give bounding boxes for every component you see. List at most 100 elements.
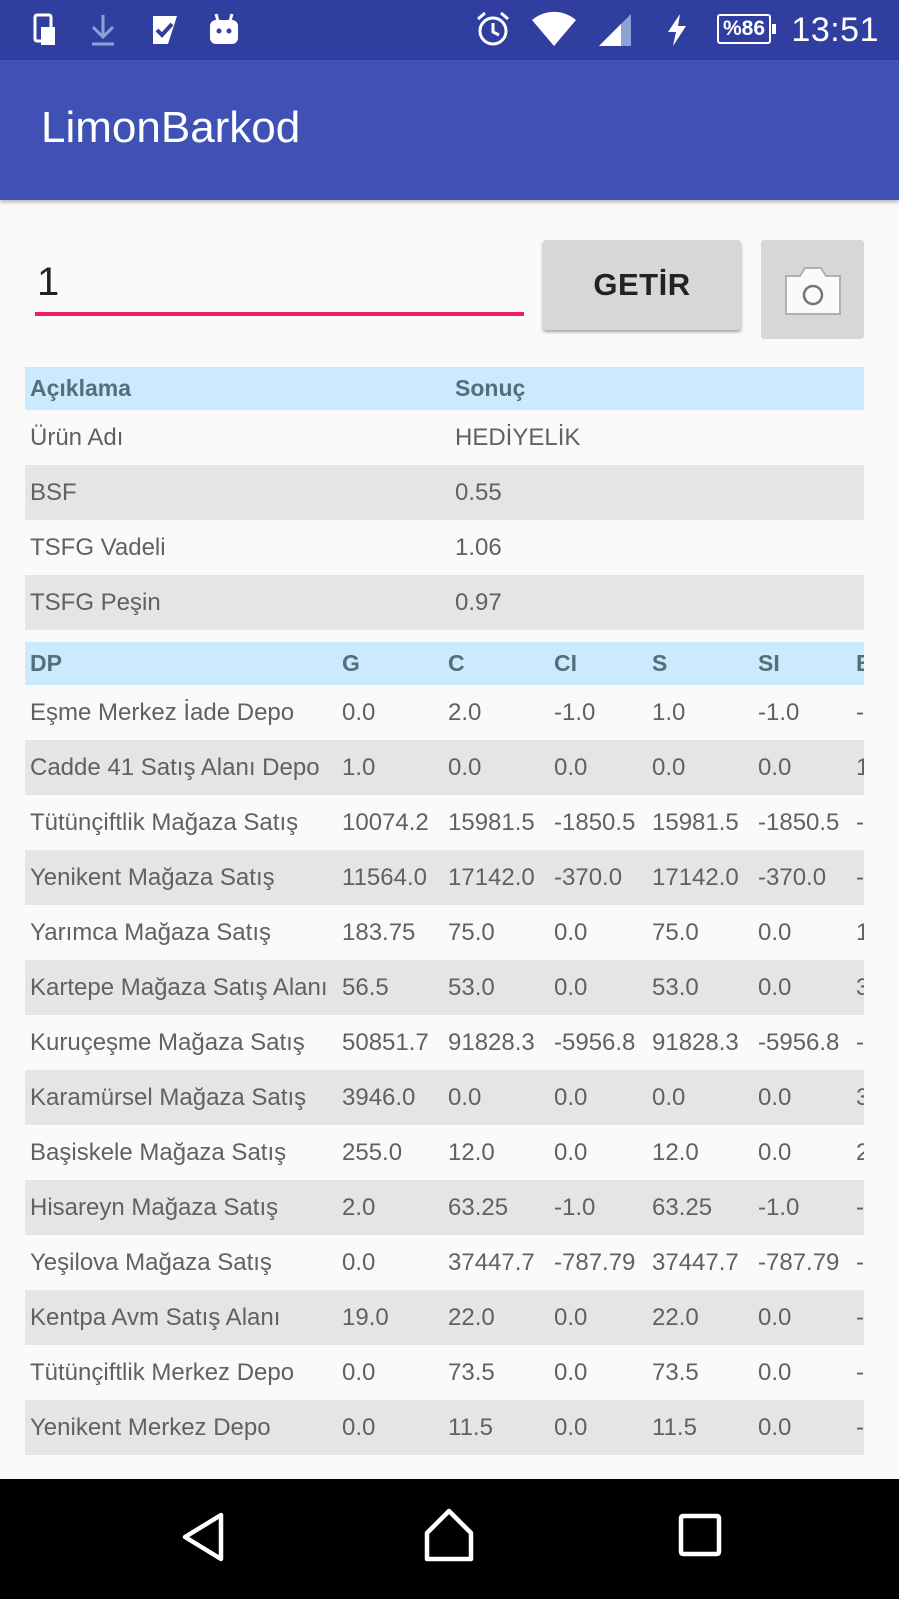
cell-c: 11.5 — [448, 1414, 493, 1441]
cell-b: - — [856, 864, 864, 891]
cell-s: 0.0 — [652, 1084, 686, 1111]
battery-icon: %86 — [717, 14, 776, 44]
cell-ci: 0.0 — [554, 919, 588, 946]
table-row: BSF 0.55 — [25, 465, 864, 520]
row-label: BSF — [30, 479, 77, 506]
camera-button[interactable] — [761, 240, 864, 339]
cell-dp: Kentpa Avm Satış Alanı — [30, 1304, 281, 1331]
cell-si: 0.0 — [758, 974, 792, 1001]
cell-g: 3946.0 — [342, 1084, 416, 1111]
column-header-dp: DP — [30, 650, 62, 676]
recents-icon[interactable] — [678, 1513, 722, 1557]
cell-dp: Yenikent Merkez Depo — [30, 1414, 271, 1441]
home-icon[interactable] — [423, 1507, 475, 1563]
table-row: Tütünçiftlik Mağaza Satış 10074.2 15981.5 -… — [25, 795, 864, 850]
cell-g: 10074.2 — [342, 809, 429, 836]
cell-c: 63.25 — [448, 1194, 509, 1221]
cell-dp: Yeşilova Mağaza Satış — [30, 1249, 272, 1276]
cell-g: 19.0 — [342, 1304, 389, 1331]
cell-c: 37447.7 — [448, 1249, 535, 1276]
column-header: Sonuç — [455, 375, 526, 401]
cell-si: 0.0 — [758, 754, 792, 781]
signal-icon — [599, 14, 631, 46]
barcode-input[interactable] — [35, 252, 524, 316]
cell-ci: -1.0 — [554, 699, 596, 726]
cell-dp: Tütünçiftlik Mağaza Satış — [30, 809, 299, 836]
cell-ci: 0.0 — [554, 1304, 588, 1331]
cell-dp: Yenikent Mağaza Satış — [30, 864, 275, 891]
cell-c: 75.0 — [448, 919, 495, 946]
getir-button[interactable]: GETİR — [543, 240, 741, 330]
cell-b: 2 — [856, 1139, 864, 1166]
cell-s: 15981.5 — [652, 809, 739, 836]
stock-table[interactable]: DP G C CI S SI B Eşme Merkez İade Depo 0.… — [25, 642, 864, 1455]
cell-dp: Karamürsel Mağaza Satış — [30, 1084, 307, 1111]
cell-c: 53.0 — [448, 974, 495, 1001]
cell-g: 0.0 — [342, 1359, 376, 1386]
cell-dp: Kuruçeşme Mağaza Satış — [30, 1029, 305, 1056]
cell-c: 12.0 — [448, 1139, 495, 1166]
cell-g: 0.0 — [342, 1414, 376, 1441]
app-title: LimonBarkod — [41, 103, 301, 152]
table-row: Hisareyn Mağaza Satış 2.0 63.25 -1.0 63.25 -1… — [25, 1180, 864, 1235]
cell-ci: 0.0 — [554, 1084, 588, 1111]
back-icon[interactable] — [179, 1509, 227, 1565]
cell-si: 0.0 — [758, 1304, 792, 1331]
cell-si: 0.0 — [758, 1414, 792, 1441]
cell-s: 63.25 — [652, 1194, 713, 1221]
cell-g: 255.0 — [342, 1139, 403, 1166]
cell-si: -1.0 — [758, 699, 800, 726]
status-bar: %86 13:51 — [0, 0, 899, 60]
table-row: Cadde 41 Satış Alanı Depo 1.0 0.0 0.0 0.0 0.0… — [25, 740, 864, 795]
checklist-icon — [153, 16, 177, 44]
column-header-c: C — [448, 650, 465, 676]
row-value: 1.06 — [455, 534, 502, 561]
cell-s: 1.0 — [652, 699, 686, 726]
table-row: TSFG Peşin 0.97 — [25, 575, 864, 630]
table-row: Karamürsel Mağaza Satış 3946.0 0.0 0.0 0.0 0.… — [25, 1070, 864, 1125]
cell-g: 2.0 — [342, 1194, 376, 1221]
cell-dp: Başiskele Mağaza Satış — [30, 1139, 287, 1166]
row-value: HEDİYELİK — [455, 424, 581, 451]
cell-ci: 0.0 — [554, 1359, 588, 1386]
table-row: Yenikent Merkez Depo 0.0 11.5 0.0 11.5 0.0 - — [25, 1400, 864, 1455]
cell-b: - — [856, 1359, 864, 1386]
cell-si: 0.0 — [758, 1359, 792, 1386]
cell-g: 1.0 — [342, 754, 376, 781]
cell-c: 17142.0 — [448, 864, 535, 891]
table-row: Yeşilova Mağaza Satış 0.0 37447.7 -787.79 37… — [25, 1235, 864, 1290]
cell-s: 53.0 — [652, 974, 699, 1001]
cell-dp: Kartepe Mağaza Satış Alanı — [30, 974, 328, 1001]
product-info-table: Açıklama Sonuç Ürün Adı HEDİYELİK BSF 0.… — [25, 367, 864, 630]
table-header: Açıklama Sonuç — [25, 367, 864, 410]
camera-icon — [785, 267, 841, 315]
cell-si: -370.0 — [758, 864, 827, 891]
table-row: Yenikent Mağaza Satış 11564.0 17142.0 -370.… — [25, 850, 864, 905]
cell-s: 91828.3 — [652, 1029, 739, 1056]
sim-card-icon — [33, 13, 55, 45]
cell-dp: Tütünçiftlik Merkez Depo — [30, 1359, 295, 1386]
row-label: Ürün Adı — [30, 424, 124, 451]
cell-dp: Eşme Merkez İade Depo — [30, 699, 295, 726]
row-label: TSFG Vadeli — [30, 534, 166, 561]
cell-ci: 0.0 — [554, 754, 588, 781]
cell-ci: -5956.8 — [554, 1029, 636, 1056]
cell-b: - — [856, 1414, 864, 1441]
cell-b: 1 — [856, 919, 864, 946]
stock-rows: Eşme Merkez İade Depo 0.0 2.0 -1.0 1.0 -1.0- C… — [25, 685, 864, 1455]
cell-c: 0.0 — [448, 754, 482, 781]
table-row: Ürün Adı HEDİYELİK — [25, 410, 864, 465]
cell-b: 3 — [856, 1084, 864, 1111]
row-value: 0.97 — [455, 589, 502, 616]
column-header-g: G — [342, 650, 360, 676]
wifi-icon — [532, 11, 576, 46]
navigation-bar — [0, 1479, 899, 1599]
table-row: Tütünçiftlik Merkez Depo 0.0 73.5 0.0 73.5 0.… — [25, 1345, 864, 1400]
cell-si: 0.0 — [758, 919, 792, 946]
app-bar: LimonBarkod — [0, 60, 899, 200]
cell-si: -1.0 — [758, 1194, 800, 1221]
cell-s: 11.5 — [652, 1414, 697, 1441]
cell-s: 22.0 — [652, 1304, 699, 1331]
cell-b: - — [856, 809, 864, 836]
cell-c: 0.0 — [448, 1084, 482, 1111]
